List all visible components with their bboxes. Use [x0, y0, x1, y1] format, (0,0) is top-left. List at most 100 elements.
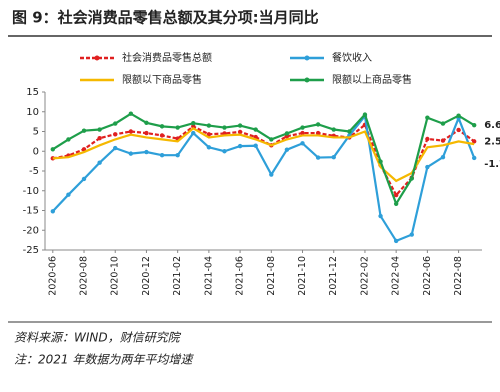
- point: [175, 125, 180, 130]
- y-tick-label: 5: [33, 127, 39, 138]
- point: [159, 133, 165, 138]
- point: [113, 145, 118, 151]
- legend-marker: [304, 55, 310, 61]
- y-tick-label: 0: [33, 146, 39, 157]
- point: [50, 209, 56, 214]
- point: [425, 164, 430, 170]
- point: [206, 132, 212, 137]
- point: [97, 136, 102, 141]
- point: [409, 176, 414, 181]
- x-tick-label: 2022-08: [453, 256, 464, 296]
- y-tick-label: -20: [23, 225, 39, 236]
- legend-label: 餐饮收入: [332, 51, 372, 64]
- x-tick-label: 2021-12: [328, 256, 339, 296]
- point: [425, 115, 430, 120]
- point: [378, 213, 383, 219]
- point: [113, 121, 118, 126]
- point: [113, 132, 118, 137]
- point: [378, 159, 383, 164]
- x-tick-label: 2021-06: [235, 256, 246, 296]
- point: [237, 143, 243, 149]
- point: [175, 153, 180, 158]
- point: [315, 122, 321, 127]
- point: [206, 145, 212, 150]
- point: [393, 238, 399, 244]
- x-tick-label: 2020-12: [141, 256, 152, 296]
- point: [237, 129, 243, 135]
- point: [191, 124, 196, 129]
- series-line: [52, 127, 475, 183]
- chart-title: 图 9：社会消费品零售总额及其分项:当月同比: [12, 9, 319, 27]
- point: [97, 127, 102, 132]
- point: [440, 154, 446, 160]
- x-tick-label: 2020-08: [79, 256, 90, 296]
- point: [206, 123, 212, 128]
- legend-marker: [94, 55, 100, 61]
- x-tick-label: 2020-10: [110, 256, 121, 296]
- point: [159, 124, 165, 129]
- point: [331, 154, 336, 160]
- point: [222, 149, 227, 154]
- point: [50, 147, 56, 152]
- point: [331, 127, 336, 132]
- point: [144, 130, 149, 136]
- end-label: -1.7: [484, 159, 500, 170]
- legend-label: 限额以下商品零售: [122, 73, 202, 86]
- note: 注：2021 年数据为两年平均增速: [14, 353, 194, 367]
- point: [191, 130, 196, 136]
- x-tick-label: 2020-06: [47, 256, 58, 296]
- x-tick-label: 2022-02: [359, 256, 370, 296]
- source: 资料来源：WIND，财信研究院: [14, 331, 182, 345]
- point: [393, 192, 399, 198]
- x-tick-label: 2021-04: [203, 256, 214, 296]
- x-tick-label: 2022-04: [391, 256, 402, 296]
- point: [159, 153, 165, 158]
- legend-label: 社会消费品零售总额: [122, 51, 212, 64]
- point: [300, 125, 305, 130]
- point: [471, 155, 477, 161]
- point: [237, 123, 243, 128]
- point: [253, 143, 258, 148]
- end-label: 6.6: [484, 120, 500, 131]
- point: [284, 147, 290, 152]
- point: [409, 232, 414, 237]
- point: [456, 113, 461, 118]
- series-line: [52, 122, 475, 198]
- point: [269, 137, 274, 142]
- point: [440, 138, 446, 143]
- point: [144, 120, 149, 126]
- point: [456, 127, 461, 133]
- point: [300, 141, 305, 146]
- point: [97, 160, 102, 165]
- point: [425, 136, 430, 142]
- point: [81, 128, 87, 133]
- series-line: [52, 112, 475, 207]
- legend-marker: [304, 77, 310, 83]
- y-tick-label: -15: [23, 206, 39, 217]
- point: [128, 151, 134, 156]
- y-tick-label: -10: [23, 186, 39, 197]
- point: [284, 131, 290, 136]
- legend-label: 限额以上商品零售: [332, 73, 412, 86]
- x-tick-label: 2022-06: [422, 256, 433, 296]
- point: [128, 129, 134, 134]
- point: [315, 155, 321, 160]
- point: [471, 139, 477, 144]
- x-tick-label: 2021-02: [172, 256, 183, 296]
- point: [128, 111, 134, 116]
- y-tick-label: 10: [26, 107, 39, 118]
- point: [66, 192, 71, 197]
- point: [471, 122, 477, 128]
- x-tick-label: 2021-08: [266, 256, 277, 296]
- series-line: [52, 113, 476, 243]
- y-tick-label: 15: [26, 87, 39, 98]
- y-tick-label: -5: [29, 166, 39, 177]
- end-label: 2.5: [484, 136, 500, 147]
- point: [144, 149, 149, 155]
- point: [393, 201, 399, 206]
- point: [66, 137, 71, 142]
- point: [269, 172, 274, 177]
- point: [300, 130, 305, 136]
- point: [191, 121, 196, 126]
